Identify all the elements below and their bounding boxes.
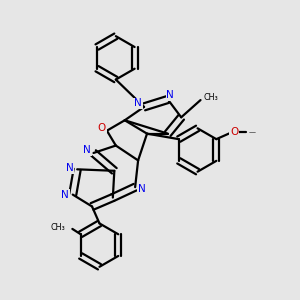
Text: O: O (230, 127, 238, 137)
Text: CH₃: CH₃ (50, 223, 65, 232)
Text: N: N (66, 163, 74, 173)
Text: N: N (61, 190, 69, 200)
Text: N: N (83, 145, 91, 155)
Text: N: N (134, 98, 142, 108)
Text: N: N (138, 184, 146, 194)
Text: —: — (249, 129, 256, 135)
Text: CH₃: CH₃ (203, 93, 218, 102)
Text: N: N (166, 90, 174, 100)
Text: O: O (98, 123, 106, 133)
